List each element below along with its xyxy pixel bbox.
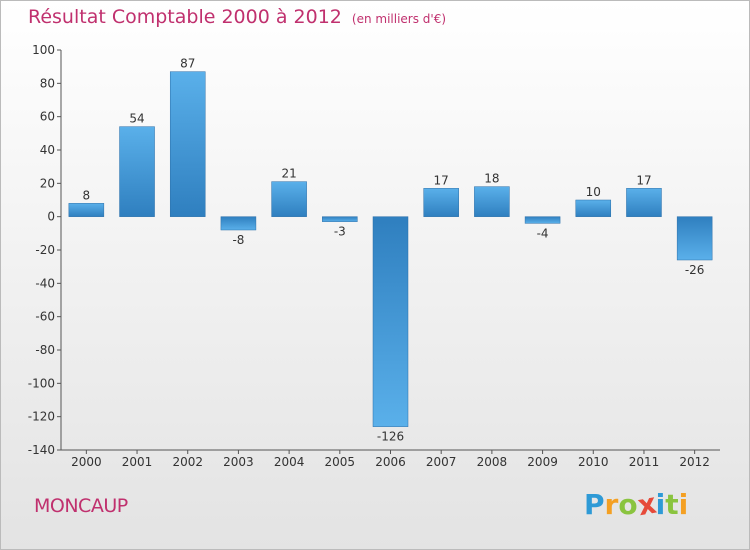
chart-title: Résultat Comptable 2000 à 2012 (en millie…: [28, 6, 446, 28]
bar: [169, 71, 206, 217]
data-label: 17: [434, 173, 449, 187]
y-tick-label: 80: [40, 76, 55, 90]
y-tick-label: -80: [35, 343, 55, 357]
logo-letter: i: [655, 488, 666, 521]
x-tick-label: 2012: [679, 455, 710, 469]
unit-text: (en milliers d'€): [351, 12, 447, 26]
y-tick-label: 60: [40, 110, 55, 124]
y-tick-label: 20: [40, 176, 55, 190]
x-tick-label: 2011: [629, 455, 660, 469]
data-label: -126: [377, 430, 404, 444]
bar: [524, 216, 561, 224]
data-label: -4: [537, 226, 549, 240]
data-label: 17: [636, 173, 651, 187]
proxiti-logo: Proxiti: [584, 487, 689, 523]
y-tick-label: 0: [47, 210, 55, 224]
bar: [626, 188, 662, 217]
bar: [423, 188, 459, 217]
x-tick-label: 2008: [477, 455, 508, 469]
bar: [271, 181, 307, 217]
bar: [676, 216, 713, 261]
bar: [68, 203, 105, 217]
data-label: 10: [586, 185, 601, 199]
x-tick-label: 2006: [375, 455, 406, 469]
data-label: 87: [180, 57, 195, 71]
y-tick-label: 100: [32, 43, 55, 57]
x-tick-label: 2010: [578, 455, 609, 469]
x-tick-label: 2007: [426, 455, 457, 469]
bar: [220, 216, 257, 231]
bar: [119, 126, 155, 217]
title-text: Résultat Comptable 2000 à 2012: [28, 6, 342, 28]
data-label: 18: [484, 172, 499, 186]
logo-letter: o: [618, 488, 638, 521]
x-tick-label: 2009: [527, 455, 558, 469]
bar: [474, 186, 510, 217]
x-tick-label: 2005: [325, 455, 356, 469]
logo-letter: r: [604, 488, 619, 521]
y-tick-label: -100: [28, 376, 55, 390]
data-label: -26: [685, 263, 705, 277]
y-tick-label: -120: [28, 410, 55, 424]
data-label: 8: [83, 188, 91, 202]
bar: [372, 216, 409, 427]
y-tick-label: -40: [35, 276, 55, 290]
y-tick-label: 40: [40, 143, 55, 157]
data-label: 21: [281, 167, 296, 181]
x-tick-label: 2002: [172, 455, 203, 469]
x-tick-label: 2000: [71, 455, 102, 469]
axes: 100 80 60 40 20 0 -20 -40 -60 -80 -100 -120 -140 2000…: [28, 43, 720, 469]
x-tick-label: 2003: [223, 455, 254, 469]
x-tick-label: 2004: [274, 455, 305, 469]
y-tick-label: -60: [35, 310, 55, 324]
data-labels: 8 54 87 -8 21 -3 -126 17 18 -4 10 17 -26: [83, 57, 705, 444]
y-tick-label: -20: [35, 243, 55, 257]
bars: [68, 71, 713, 427]
logo-letter: t: [665, 488, 679, 521]
town-name: MONCAUP: [34, 495, 128, 517]
bar: [322, 216, 358, 222]
y-tick-label: -140: [28, 443, 55, 457]
x-tick-label: 2001: [122, 455, 153, 469]
data-label: -3: [334, 225, 346, 239]
data-label: -8: [232, 233, 244, 247]
data-label: 54: [129, 112, 144, 126]
bar: [575, 199, 612, 217]
logo-letter: P: [584, 488, 605, 521]
logo-letter: i: [678, 488, 689, 521]
